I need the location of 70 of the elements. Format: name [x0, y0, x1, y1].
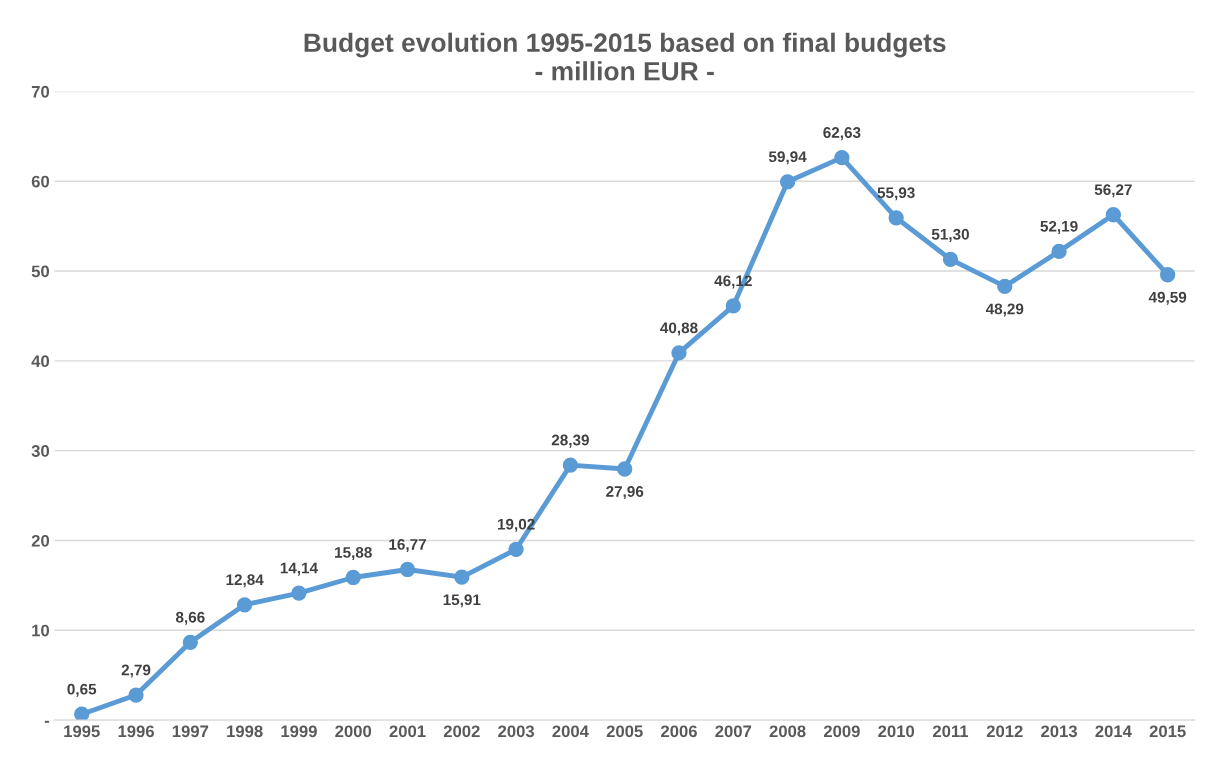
data-label: 0,65 — [67, 683, 97, 697]
y-tick-label: 20 — [31, 534, 50, 547]
x-tick-label: 2014 — [1095, 725, 1132, 738]
point — [345, 569, 361, 586]
point — [671, 345, 687, 361]
point — [617, 461, 633, 477]
data-label: 56,27 — [1094, 184, 1132, 198]
data-label: 8,66 — [175, 611, 205, 625]
y-tick-label: - — [44, 720, 50, 723]
point — [779, 174, 796, 190]
data-label: 2,79 — [121, 664, 151, 678]
x-tick-label: 1997 — [172, 725, 209, 738]
x-tick-label: 2012 — [986, 725, 1023, 738]
data-label: 15,88 — [335, 546, 372, 561]
data-label: 48,29 — [985, 303, 1024, 317]
point — [454, 569, 470, 585]
point — [834, 149, 850, 166]
data-label: 27,96 — [606, 486, 644, 500]
point — [1051, 243, 1067, 260]
point — [508, 541, 524, 557]
x-tick-label: 2013 — [1041, 725, 1077, 738]
y-tick-label: 30 — [31, 445, 50, 457]
data-label: 59,94 — [768, 151, 807, 165]
x-tick-label: 2000 — [335, 725, 372, 738]
point — [562, 457, 579, 473]
x-tick-label: 2010 — [878, 725, 915, 738]
point — [291, 585, 307, 601]
y-tick-label: 10 — [32, 624, 50, 637]
point — [74, 706, 90, 721]
point — [725, 298, 741, 314]
x-tick-label: 1995 — [64, 725, 100, 738]
x-tick-label: 1999 — [281, 725, 317, 738]
data-label: 62,63 — [823, 127, 861, 141]
data-label: 40,88 — [660, 322, 698, 336]
data-label: 28,39 — [551, 434, 589, 448]
x-tick-label: 2011 — [932, 725, 969, 738]
data-label: 16,77 — [389, 538, 426, 553]
y-tick-label: 50 — [31, 265, 50, 278]
data-label: 14,14 — [280, 562, 318, 576]
point — [942, 251, 959, 268]
x-tick-label: 2006 — [661, 725, 697, 738]
x-tick-label: 1998 — [227, 725, 263, 738]
data-label: 49,59 — [1148, 291, 1187, 305]
y-tick-label: 40 — [31, 355, 50, 368]
point — [888, 210, 904, 226]
data-label: 51,30 — [931, 228, 969, 242]
y-tick-label: 60 — [31, 175, 50, 188]
point — [1105, 207, 1122, 223]
x-tick-label: 1996 — [118, 725, 154, 738]
x-tick-label: 2008 — [769, 725, 806, 738]
point — [1160, 267, 1176, 283]
point — [399, 561, 416, 578]
chart-title: Budget evolution 1995-2015 based on final budgets - million EUR - — [304, 32, 946, 81]
data-label: 12,84 — [226, 574, 264, 588]
x-tick-label: 2004 — [552, 725, 589, 738]
y-tick-label: 70 — [31, 85, 50, 98]
point — [182, 634, 198, 650]
point — [997, 278, 1013, 295]
x-tick-label: 2005 — [606, 725, 643, 738]
x-tick-label: 2015 — [1149, 725, 1186, 738]
x-tick-label: 2002 — [443, 725, 480, 738]
data-label: 15,91 — [443, 594, 481, 608]
x-tick-label: 2007 — [715, 725, 752, 738]
x-tick-label: 2001 — [389, 725, 426, 738]
point — [236, 597, 253, 613]
data-label: 55,93 — [877, 187, 915, 201]
x-tick-label: 2003 — [498, 725, 535, 738]
point — [128, 687, 144, 703]
data-label: 52,19 — [1040, 220, 1078, 234]
x-tick-label: 2009 — [823, 725, 860, 738]
